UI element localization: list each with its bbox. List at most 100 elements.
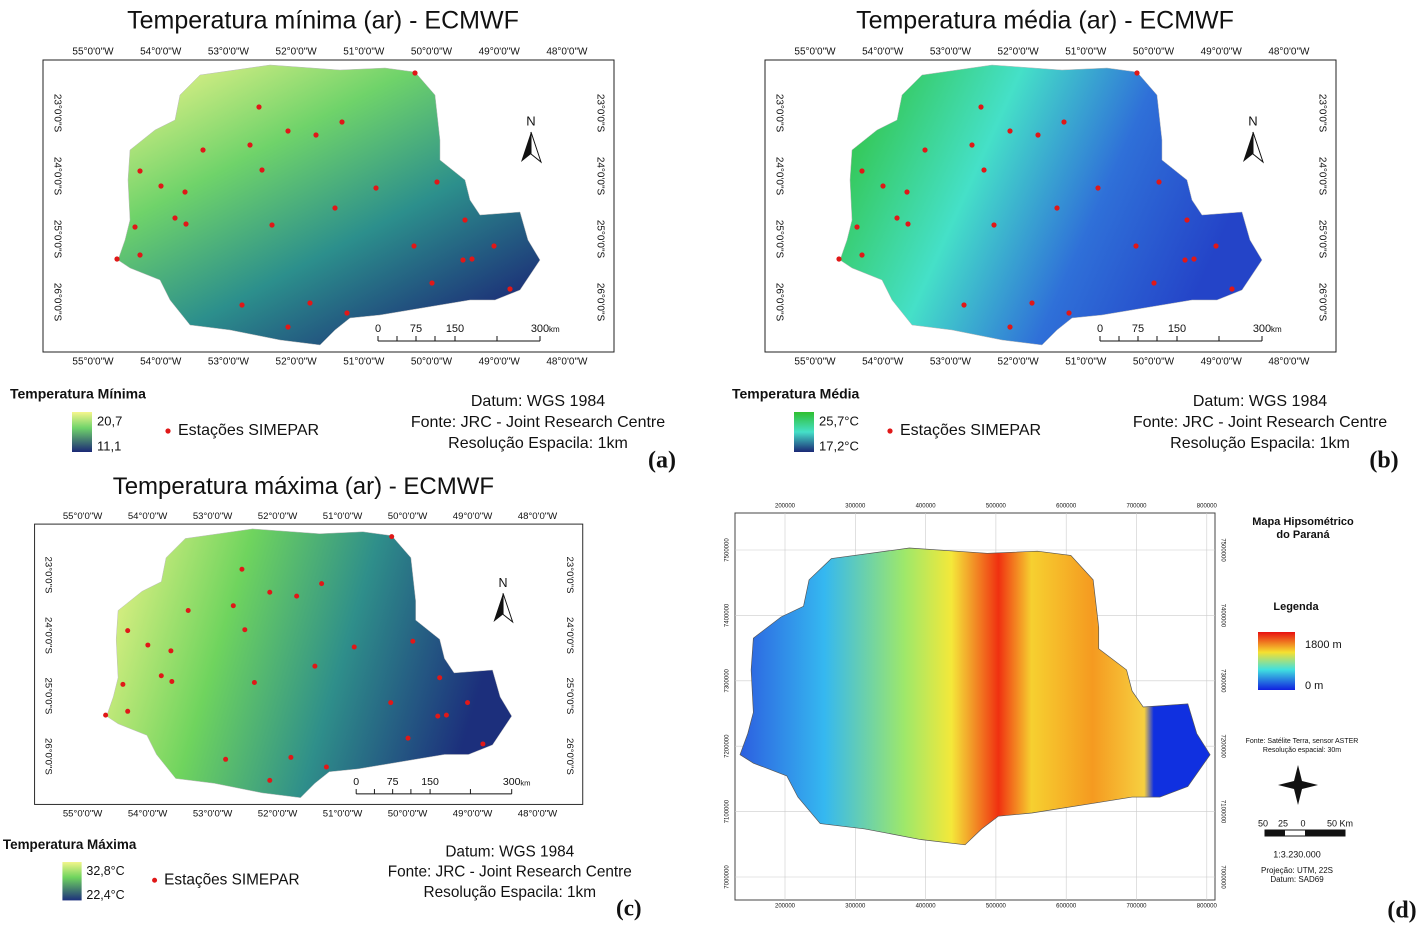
x-tick-label: 300000 (845, 904, 866, 910)
station-marker (443, 712, 449, 718)
lat-tick-label: 25°0'0"S (1316, 220, 1327, 259)
lon-tick-label: 50°0'0"W (411, 357, 453, 368)
station-marker (1229, 286, 1235, 292)
station-marker (200, 147, 206, 153)
station-marker (978, 104, 984, 110)
station-marker (125, 708, 131, 714)
lon-tick-label: 53°0'0"W (930, 357, 972, 368)
station-marker (256, 104, 262, 110)
scale-label: 0 (1097, 323, 1103, 335)
station-marker (412, 70, 418, 76)
map-info: Datum: WGS 1984 (1193, 393, 1327, 410)
lon-tick-label: 52°0'0"W (258, 809, 298, 820)
station-marker (313, 132, 319, 138)
lat-tick-label: 25°0'0"S (51, 220, 62, 259)
station-marker (1007, 128, 1013, 134)
station-marker (1134, 70, 1140, 76)
projection-note: Datum: SAD69 (1270, 875, 1324, 884)
station-marker (158, 673, 164, 679)
map-frame (734, 512, 1216, 901)
station-marker (307, 300, 313, 306)
station-marker (429, 280, 435, 286)
lon-tick-label: 50°0'0"W (411, 47, 453, 58)
y-tick-label: 7500000 (1219, 538, 1225, 562)
scale-label: 75 (387, 776, 399, 788)
station-marker (120, 681, 126, 687)
station-marker (1191, 256, 1197, 262)
north-arrow (502, 593, 514, 624)
y-tick-label: 7400000 (725, 603, 731, 627)
station-marker (247, 142, 253, 148)
lon-tick-label: 50°0'0"W (1133, 357, 1175, 368)
lon-tick-label: 53°0'0"W (930, 47, 972, 58)
scale-label: 0 (375, 323, 381, 335)
scale-label: 300 (531, 323, 549, 335)
station-marker (1156, 179, 1162, 185)
lon-tick-label: 52°0'0"W (276, 357, 318, 368)
station-marker (411, 243, 417, 249)
y-tick-label: 7400000 (1219, 604, 1225, 628)
map-panel: Temperatura mínima (ar) - ECMWF 55°0'0"W 5… (10, 7, 676, 474)
lat-tick-label: 23°0'0"S (564, 557, 575, 594)
station-marker (460, 257, 466, 263)
map-title: Mapa Hipsométrico (1252, 516, 1354, 528)
map-info: Resolução Espacila: 1km (448, 435, 628, 452)
scale-label: 150 (446, 323, 464, 335)
station-marker (1035, 132, 1041, 138)
lon-tick-label: 53°0'0"W (208, 357, 250, 368)
lat-tick-label: 26°0'0"S (51, 283, 62, 322)
lat-tick-label: 25°0'0"S (42, 678, 53, 715)
lon-tick-label: 55°0'0"W (63, 511, 103, 522)
station-marker (1182, 257, 1188, 263)
legend-title: Temperatura Média (732, 386, 860, 402)
map-info: Fonte: JRC - Joint Research Centre (411, 414, 665, 431)
lon-tick-label: 55°0'0"W (794, 47, 836, 58)
lon-tick-label: 54°0'0"W (140, 357, 182, 368)
legend-max: 20,7 (97, 413, 122, 428)
station-marker (269, 222, 275, 228)
legend-station-marker (165, 428, 171, 434)
map-frame (42, 59, 615, 353)
lon-tick-label: 52°0'0"W (998, 357, 1040, 368)
legend-min: 22,4°C (86, 888, 124, 902)
station-marker (168, 648, 174, 654)
lat-tick-label: 24°0'0"S (42, 617, 53, 654)
scale-label: 75 (410, 323, 422, 335)
legend-stations: Estações SIMEPAR (164, 871, 299, 888)
scale-label: 0 (1300, 818, 1305, 828)
map-panel: Temperatura média (ar) - ECMWF 55°0'0"W 55… (732, 7, 1399, 474)
station-marker (904, 189, 910, 195)
panel-title: Temperatura mínima (ar) - ECMWF (127, 7, 519, 35)
lon-tick-label: 54°0'0"W (140, 47, 182, 58)
scale-label: 75 (1132, 323, 1144, 335)
lon-tick-label: 49°0'0"W (1201, 357, 1243, 368)
hypsometric-panel: 2000002000003000003000004000004000005000… (725, 504, 1417, 924)
station-marker (480, 741, 486, 747)
station-marker (894, 215, 900, 221)
north-label: N (1248, 113, 1257, 128)
lon-tick-label: 50°0'0"W (1133, 47, 1175, 58)
lon-tick-label: 49°0'0"W (453, 809, 493, 820)
station-marker (859, 168, 865, 174)
north-label: N (526, 113, 535, 128)
y-tick-label: 7300000 (725, 668, 731, 692)
lon-tick-label: 53°0'0"W (193, 511, 233, 522)
panel-label: (b) (1369, 448, 1398, 474)
legend-max: 25,7°C (819, 413, 859, 428)
station-marker (239, 302, 245, 308)
y-tick-label: 7500000 (725, 538, 731, 562)
compass-rose (1278, 765, 1318, 805)
lon-tick-label: 55°0'0"W (72, 357, 114, 368)
station-marker (969, 142, 975, 148)
y-tick-label: 7200000 (725, 734, 731, 758)
legend-min: 11,1 (97, 438, 121, 453)
station-marker (251, 680, 257, 685)
station-marker (389, 534, 395, 540)
map-frame (764, 59, 1337, 353)
lat-tick-label: 24°0'0"S (51, 157, 62, 196)
x-tick-label: 400000 (916, 504, 937, 510)
station-marker (434, 179, 440, 185)
lon-tick-label: 51°0'0"W (1065, 47, 1107, 58)
map-info: Resolução Espacila: 1km (1170, 435, 1350, 452)
lon-tick-label: 48°0'0"W (518, 511, 558, 522)
